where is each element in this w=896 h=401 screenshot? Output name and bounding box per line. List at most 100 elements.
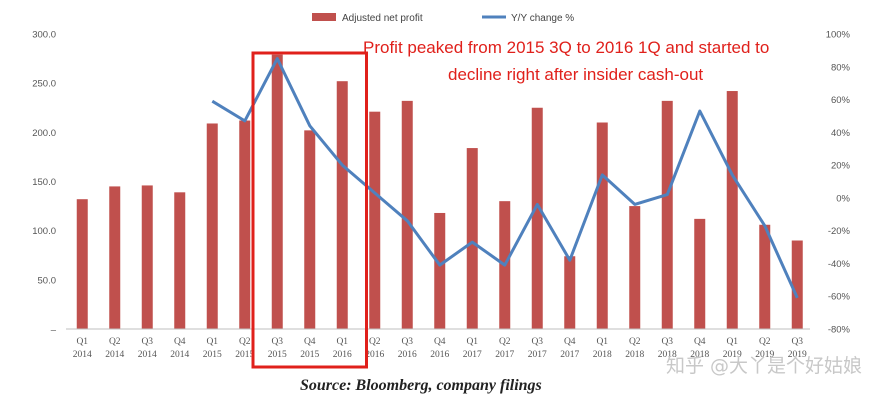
x-tick-label-year: 2019 xyxy=(788,350,807,360)
x-tick-label-quarter: Q1 xyxy=(466,337,478,347)
bar xyxy=(206,123,218,329)
bar-series xyxy=(76,54,803,330)
x-tick-label-year: 2014 xyxy=(170,350,189,360)
bar xyxy=(271,54,283,330)
x-tick-label-quarter: Q3 xyxy=(531,337,543,347)
y-right-tick-label: 80% xyxy=(831,62,851,73)
x-tick-label-year: 2016 xyxy=(430,350,449,360)
y-left-tick-label: 200.0 xyxy=(32,128,56,139)
bar xyxy=(401,100,413,329)
x-tick-label-year: 2016 xyxy=(398,350,417,360)
x-tick-label-year: 2015 xyxy=(235,350,254,360)
y-left-tick-label: 150.0 xyxy=(32,177,56,188)
yoy-change-line xyxy=(211,57,799,299)
bar xyxy=(239,120,251,330)
x-axis-categories: Q1 2014 Q2 2014 Q3 2014 Q4 2014 Q1 2015 Q2 2015 Q3 20… xyxy=(73,337,807,360)
x-tick-label-quarter: Q2 xyxy=(629,337,641,347)
x-tick-label-quarter: Q3 xyxy=(401,337,413,347)
x-tick-label-quarter: Q3 xyxy=(271,337,283,347)
x-tick-label-year: 2015 xyxy=(268,350,287,360)
x-tick-label-year: 2018 xyxy=(593,350,612,360)
y-right-tick-label: 100% xyxy=(826,30,851,41)
bar xyxy=(791,240,803,329)
x-tick-label-year: 2018 xyxy=(658,350,677,360)
x-tick-label-quarter: Q1 xyxy=(726,337,738,347)
x-tick-label-quarter: Q2 xyxy=(759,337,771,347)
annotation-line-2: decline right after insider cash-out xyxy=(448,65,703,84)
y-left-tick-label: – xyxy=(51,325,57,336)
x-tick-label-quarter: Q2 xyxy=(499,337,511,347)
x-tick-label-year: 2016 xyxy=(365,350,384,360)
x-tick-label-quarter: Q4 xyxy=(564,337,576,347)
bar xyxy=(109,186,121,329)
y-right-tick-label: -40% xyxy=(828,259,851,270)
annotation-line-1: Profit peaked from 2015 3Q to 2016 1Q an… xyxy=(363,38,769,57)
y-axis-right: -80% -60% -40% -20% 0% 20% 40% 60% 80% 100% xyxy=(826,30,851,336)
x-tick-label-year: 2017 xyxy=(495,350,514,360)
y-right-tick-label: 20% xyxy=(831,161,851,172)
y-left-tick-label: 100.0 xyxy=(32,226,56,237)
x-tick-label-quarter: Q1 xyxy=(336,337,348,347)
y-left-tick-label: 50.0 xyxy=(38,275,57,286)
peak-highlight-box xyxy=(251,51,368,369)
y-right-tick-label: 0% xyxy=(836,193,850,204)
x-tick-label-year: 2019 xyxy=(723,350,742,360)
bar xyxy=(434,212,446,329)
bar xyxy=(564,256,576,329)
legend-swatch-bar xyxy=(312,13,336,21)
y-left-tick-label: 300.0 xyxy=(32,30,56,41)
legend-label-bar: Adjusted net profit xyxy=(342,13,423,24)
x-tick-label-quarter: Q1 xyxy=(206,337,218,347)
x-tick-label-quarter: Q4 xyxy=(304,337,316,347)
y-axis-left: – 50.0 100.0 150.0 200.0 250.0 300.0 xyxy=(32,30,56,336)
x-tick-label-quarter: Q1 xyxy=(596,337,608,347)
y-right-tick-label: 40% xyxy=(831,128,851,139)
bar xyxy=(531,107,543,329)
x-tick-label-quarter: Q2 xyxy=(369,337,381,347)
bar xyxy=(304,130,316,329)
bar xyxy=(174,192,186,329)
x-tick-label-year: 2017 xyxy=(528,350,547,360)
x-tick-label-quarter: Q3 xyxy=(141,337,153,347)
x-tick-label-quarter: Q4 xyxy=(434,337,446,347)
legend: Adjusted net profit Y/Y change % xyxy=(312,13,574,24)
x-tick-label-quarter: Q3 xyxy=(791,337,803,347)
x-tick-label-year: 2019 xyxy=(755,350,774,360)
x-tick-label-year: 2017 xyxy=(463,350,482,360)
y-right-tick-label: -20% xyxy=(828,226,851,237)
x-tick-label-year: 2018 xyxy=(690,350,709,360)
x-tick-label-year: 2015 xyxy=(300,350,319,360)
bar xyxy=(726,91,738,330)
bar xyxy=(694,218,706,329)
y-right-tick-label: 60% xyxy=(831,95,851,106)
x-tick-label-year: 2015 xyxy=(203,350,222,360)
x-tick-label-quarter: Q4 xyxy=(694,337,706,347)
bar xyxy=(336,81,348,329)
x-tick-label-year: 2014 xyxy=(73,350,92,360)
x-tick-label-quarter: Q1 xyxy=(76,337,88,347)
x-tick-label-quarter: Q3 xyxy=(661,337,673,347)
bar xyxy=(629,206,641,329)
x-tick-label-year: 2014 xyxy=(138,350,157,360)
watermark: 知乎 @大丫是个好姑娘 xyxy=(666,355,862,377)
x-tick-label-quarter: Q2 xyxy=(109,337,121,347)
y-right-tick-label: -60% xyxy=(828,292,851,303)
x-tick-label-year: 2014 xyxy=(105,350,124,360)
x-tick-label-quarter: Q4 xyxy=(174,337,186,347)
x-tick-label-year: 2017 xyxy=(560,350,579,360)
bar xyxy=(141,185,153,329)
y-left-tick-label: 250.0 xyxy=(32,79,56,90)
y-right-tick-label: -80% xyxy=(828,325,851,336)
bar xyxy=(661,100,673,329)
bar xyxy=(76,199,88,329)
bar xyxy=(759,224,771,329)
bar xyxy=(466,148,478,329)
bar xyxy=(369,111,381,329)
source-note: Source: Bloomberg, company filings xyxy=(300,377,542,394)
bar xyxy=(596,122,608,329)
x-tick-label-year: 2016 xyxy=(333,350,352,360)
legend-label-line: Y/Y change % xyxy=(511,13,574,24)
x-tick-label-year: 2018 xyxy=(625,350,644,360)
x-tick-label-quarter: Q2 xyxy=(239,337,251,347)
